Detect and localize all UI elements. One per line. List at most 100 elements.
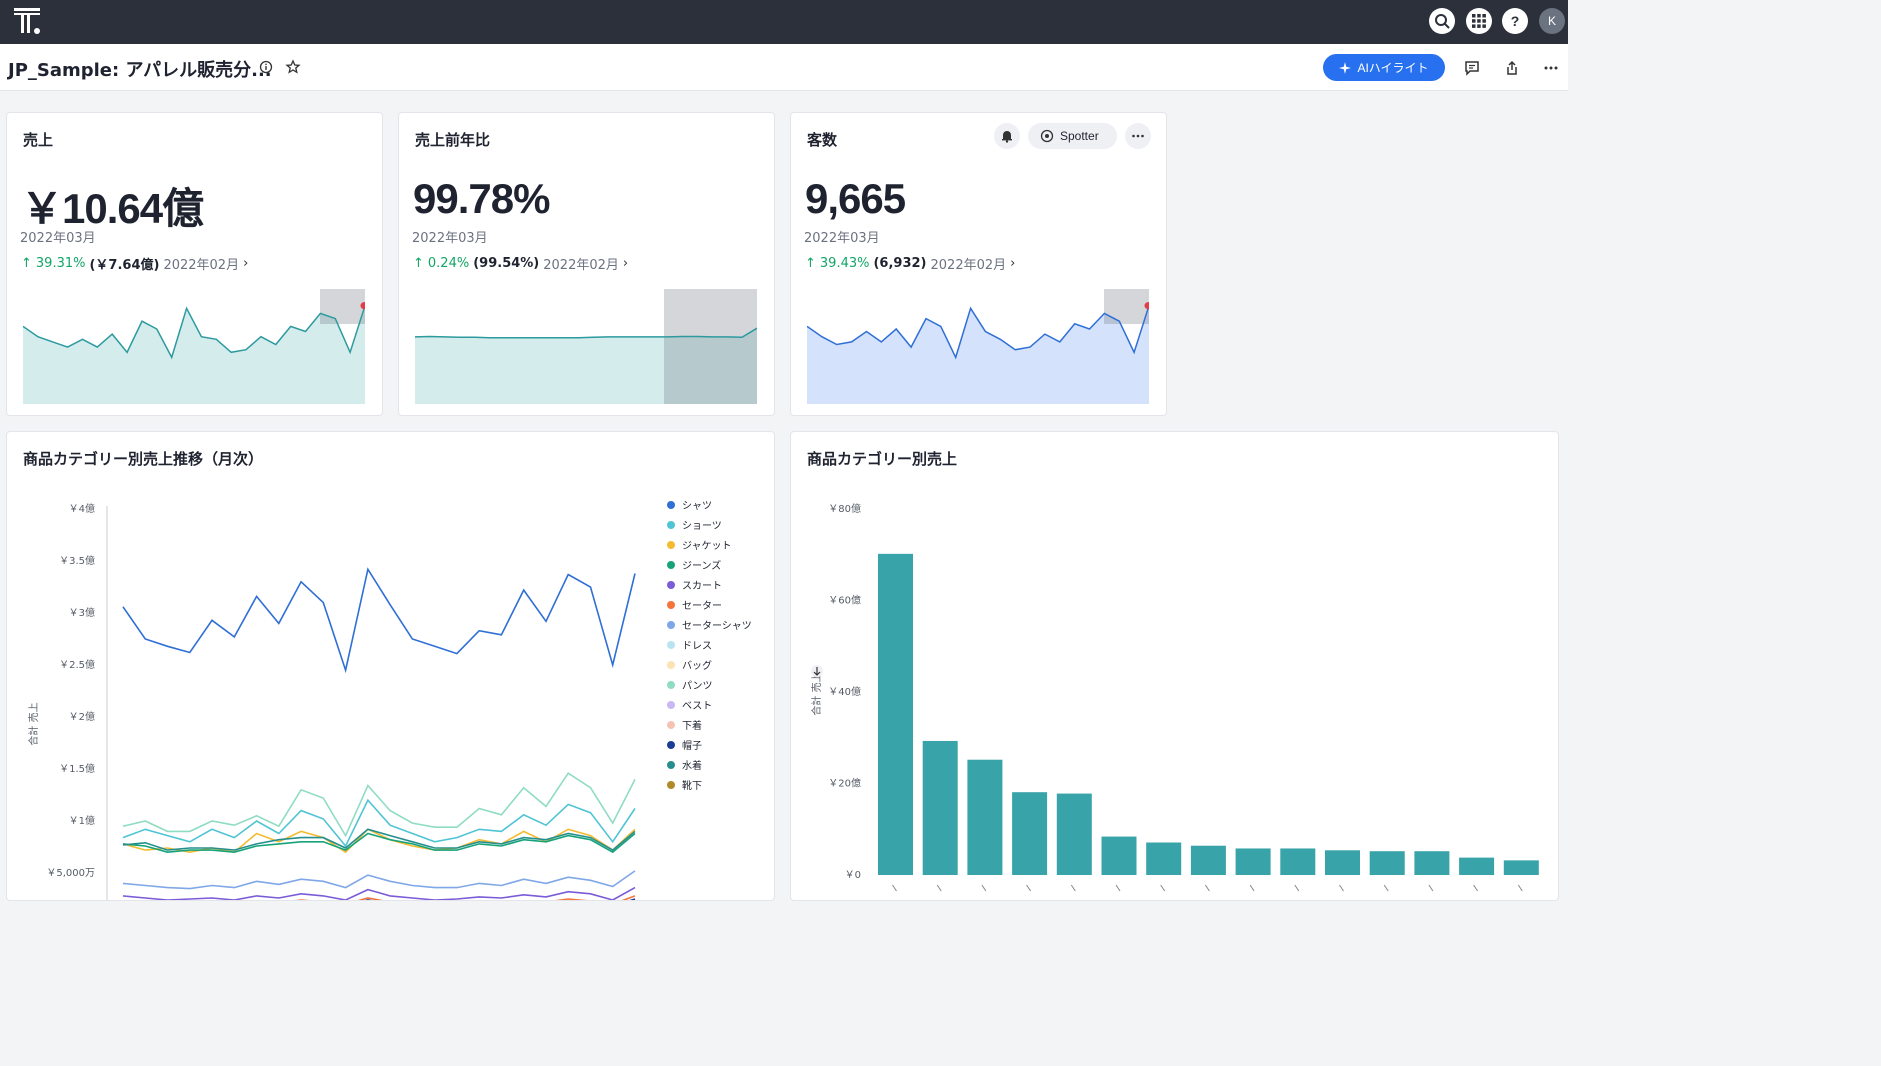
series-line <box>122 772 636 838</box>
comment-button[interactable] <box>1459 55 1485 81</box>
kpi-toolbar: Spotter <box>994 123 1151 149</box>
user-avatar[interactable]: K <box>1539 8 1565 34</box>
delta-previous-value: (99.54%) <box>473 256 540 271</box>
legend-entry: ドレス <box>682 641 712 652</box>
top-nav-bar: ? K <box>0 0 1568 44</box>
grid-icon <box>1472 14 1486 28</box>
delta-previous-date: 2022年02月 <box>543 258 619 273</box>
legend-swatch <box>667 621 675 629</box>
chart-title: 商品カテゴリー別売上 <box>807 450 958 468</box>
legend-entry: シャツ <box>682 501 712 512</box>
page-title: JP_Sample: アパレル販売分... <box>8 60 272 81</box>
legend-swatch <box>667 741 675 749</box>
x-tick-mark <box>981 884 987 892</box>
chevron-right-icon[interactable]: › <box>622 256 629 271</box>
y-tick-label: ￥60億 <box>828 594 861 607</box>
delta-percent: 39.31% <box>35 256 86 271</box>
legend-swatch <box>667 681 675 689</box>
legend-entry: ジャケット <box>682 540 732 552</box>
legend-entry: 下着 <box>682 719 702 732</box>
info-icon[interactable] <box>258 59 274 75</box>
legend-entry: セーター <box>682 600 722 612</box>
chevron-right-icon[interactable]: › <box>243 256 249 271</box>
sparkline-line <box>807 305 1149 360</box>
bar <box>1146 842 1182 875</box>
up-arrow-icon: ↑ <box>413 256 424 271</box>
chevron-right-icon[interactable]: › <box>1010 256 1016 271</box>
bar <box>1369 851 1405 875</box>
share-button[interactable] <box>1499 55 1525 81</box>
sparkline-highlight <box>320 289 365 324</box>
legend-swatch <box>667 701 675 709</box>
kpi-date: 2022年03月 <box>20 231 96 246</box>
kpi-card-customers[interactable]: 客数 Spotter 9,665 2022年03月 ↑ 39.43% (6,93… <box>790 112 1167 416</box>
spotter-button[interactable]: Spotter <box>1028 123 1117 149</box>
legend-entry: バッグ <box>682 659 712 672</box>
kpi-sparkline <box>415 289 757 404</box>
legend-swatch <box>667 561 675 569</box>
bar-chart-card[interactable]: 商品カテゴリー別売上 ￥0 ￥20億 ￥40億 ￥60億 ￥80億 合計 売上 <box>790 431 1559 901</box>
y-tick-label: ￥0 <box>845 870 861 881</box>
series-line <box>122 798 636 848</box>
kpi-value: 99.78% <box>413 175 550 222</box>
chart-title: 商品カテゴリー別売上推移（月次） <box>23 450 264 468</box>
bar <box>967 759 1003 875</box>
series-line <box>122 828 636 852</box>
kpi-card-sales[interactable]: 売上 ￥10.64億 2022年03月 ↑ 39.31% (￥7.64億) 20… <box>6 112 383 416</box>
y-axis-label: 合計 売上 <box>810 672 823 715</box>
kpi-delta: ↑ 0.24% (99.54%) 2022年02月 › <box>413 254 628 273</box>
alert-button[interactable] <box>994 123 1020 149</box>
legend-swatch <box>667 601 675 609</box>
x-tick-mark <box>892 884 897 892</box>
y-tick-label: ￥3.5億 <box>59 554 95 567</box>
bell-icon <box>1002 131 1012 143</box>
kpi-sparkline <box>23 289 365 404</box>
bar <box>1056 793 1092 875</box>
help-icon: ? <box>1511 13 1520 29</box>
app-logo-icon[interactable] <box>12 6 44 38</box>
series-line <box>122 567 636 674</box>
sparkle-icon <box>1339 61 1352 74</box>
y-tick-label: ￥2.5億 <box>59 658 95 671</box>
series-line <box>122 886 636 900</box>
page-header: JP_Sample: アパレル販売分... AIハイライト <box>0 44 1568 91</box>
kpi-title: 客数 <box>807 131 838 149</box>
more-options-button[interactable] <box>1124 123 1151 149</box>
line-chart-card[interactable]: 商品カテゴリー別売上推移（月次） ￥5,000万 ￥1億 ￥1.5億 ￥2億 ￥2.5億… <box>6 431 775 901</box>
legend-swatch <box>667 641 675 649</box>
x-tick-mark <box>1249 884 1255 892</box>
bar <box>1414 851 1450 875</box>
y-tick-label: ￥1億 <box>69 814 95 827</box>
apps-button[interactable] <box>1466 8 1492 34</box>
spotter-icon <box>1040 129 1054 143</box>
x-tick-mark <box>1473 884 1479 892</box>
more-options-button[interactable] <box>1538 55 1564 81</box>
delta-percent: 39.43% <box>819 256 870 271</box>
legend-entry: 帽子 <box>682 739 702 752</box>
legend-entry: ジーンズ <box>682 559 721 572</box>
bar <box>1235 848 1271 875</box>
delta-percent: 0.24% <box>427 256 470 271</box>
sparkline-latest-dot <box>360 302 365 310</box>
legend-swatch <box>667 501 675 509</box>
sparkline-area <box>807 305 1149 404</box>
ai-highlight-label: AIハイライト <box>1357 61 1429 75</box>
ai-highlight-button[interactable]: AIハイライト <box>1323 54 1445 81</box>
y-axis-label: 合計 売上 <box>27 702 40 745</box>
star-icon[interactable] <box>285 59 301 75</box>
kpi-card-yoy[interactable]: 売上前年比 99.78% 2022年03月 ↑ 0.24% (99.54%) 2… <box>398 112 775 416</box>
help-button[interactable]: ? <box>1502 8 1528 34</box>
bar <box>1190 845 1226 875</box>
x-tick-mark <box>1428 884 1434 892</box>
sparkline-highlight <box>1104 289 1149 324</box>
more-icon <box>1544 66 1558 70</box>
y-tick-label: ￥20億 <box>828 777 861 790</box>
x-tick-mark <box>1026 884 1032 892</box>
legend-swatch <box>667 581 675 589</box>
search-button[interactable] <box>1429 8 1455 34</box>
kpi-title: 売上 <box>23 131 54 149</box>
bar <box>1459 857 1495 875</box>
x-tick-mark <box>1517 884 1523 892</box>
